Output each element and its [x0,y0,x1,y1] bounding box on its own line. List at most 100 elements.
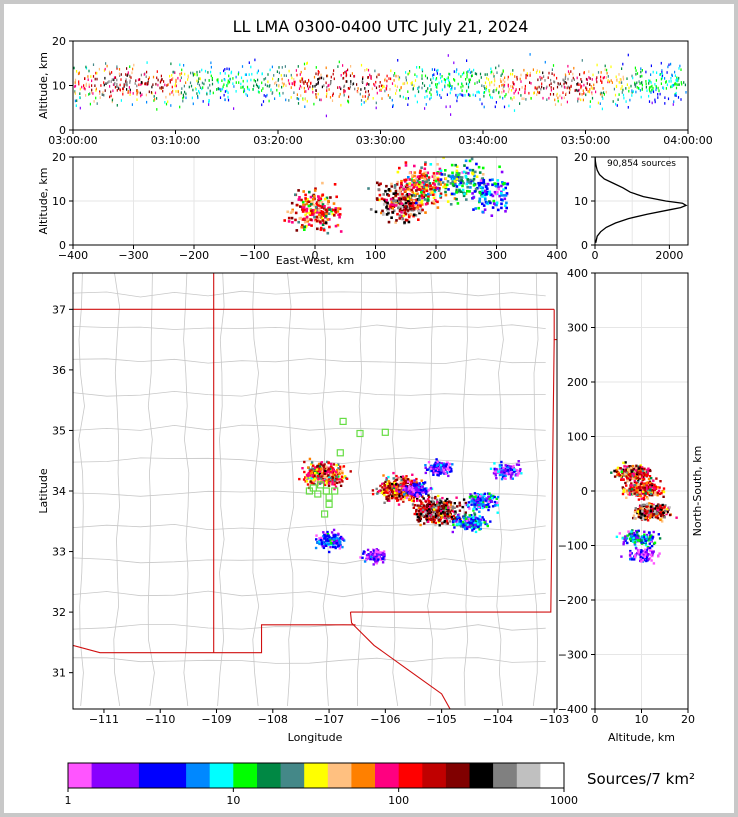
source-cell [398,495,401,498]
source-cell [315,534,318,537]
source-cell [464,159,468,163]
source-cell [449,501,453,504]
source-point [655,88,657,92]
source-point [351,72,353,75]
source-cell [441,507,445,510]
source-point [90,91,93,94]
source-cell [335,537,338,540]
source-cell [320,475,323,478]
source-cell [433,518,436,522]
source-point [640,95,642,99]
source-point [268,85,270,88]
source-point [378,73,380,76]
source-cell [424,500,428,503]
source-cell [378,489,381,493]
source-point [541,82,543,86]
source-point [425,90,427,93]
source-point [470,74,473,78]
source-cell [498,465,502,469]
source-cell [426,468,429,471]
source-point [108,80,110,83]
source-point [146,70,148,74]
source-cell [396,170,400,174]
source-cell [468,514,471,517]
source-point [278,66,280,69]
source-cell [370,553,374,556]
x-tick-label: −107 [314,713,344,726]
source-cell [404,481,407,484]
source-cell [484,198,487,201]
source-point [447,76,449,79]
source-cell [321,477,324,481]
source-point [192,88,194,92]
source-cell [442,468,445,471]
source-cell [427,195,430,199]
source-point [447,54,449,57]
source-point [549,93,552,96]
source-point [409,70,411,73]
source-cell [337,213,340,216]
source-cell [438,524,441,527]
source-point [557,99,559,103]
source-cell [478,510,481,513]
source-cell [323,472,326,475]
source-point [103,81,105,84]
source-point [296,93,298,96]
y-tick-label: 35 [52,424,66,437]
source-point [339,92,341,96]
source-point [316,96,318,99]
source-cell [442,185,445,189]
source-point [221,79,223,82]
y-tick-label: 32 [52,606,66,619]
source-cell [505,472,509,475]
source-cell [500,460,503,464]
source-cell [455,520,458,523]
source-point [622,62,624,66]
source-point [476,90,478,94]
source-cell [332,545,335,549]
source-point [544,79,546,82]
source-cell [469,500,472,504]
y-tick-label: 37 [52,303,66,316]
source-point [459,93,461,96]
source-point [219,87,221,91]
source-cell [475,499,478,503]
source-cell [436,178,440,181]
source-cell [382,193,385,196]
source-point [136,89,138,93]
source-cell [419,507,422,511]
source-point [241,65,244,68]
source-point [536,87,538,91]
source-point [579,73,581,76]
source-cell [458,522,461,526]
source-point [282,91,284,95]
source-point [430,88,432,91]
source-cell [319,197,323,200]
source-point [299,79,301,83]
source-point [494,105,496,109]
source-point [174,83,177,86]
source-cell [442,503,446,506]
source-cell [436,511,439,514]
source-cell [623,465,626,468]
source-point [421,68,423,71]
source-cell [313,204,316,207]
source-cell [491,206,495,209]
source-point [240,76,243,80]
source-cell [338,547,341,550]
source-point [219,96,222,99]
source-cell [336,210,340,213]
source-point [76,70,78,73]
source-cell [333,541,336,544]
source-point [448,79,450,82]
source-cell [410,494,414,497]
source-cell [516,474,519,477]
source-cell [424,466,427,469]
source-cell [330,471,333,474]
source-point [113,76,116,79]
source-cell [382,213,385,216]
source-point [585,86,587,90]
source-cell [448,500,451,503]
source-cell [648,475,652,478]
source-cell [424,513,428,516]
